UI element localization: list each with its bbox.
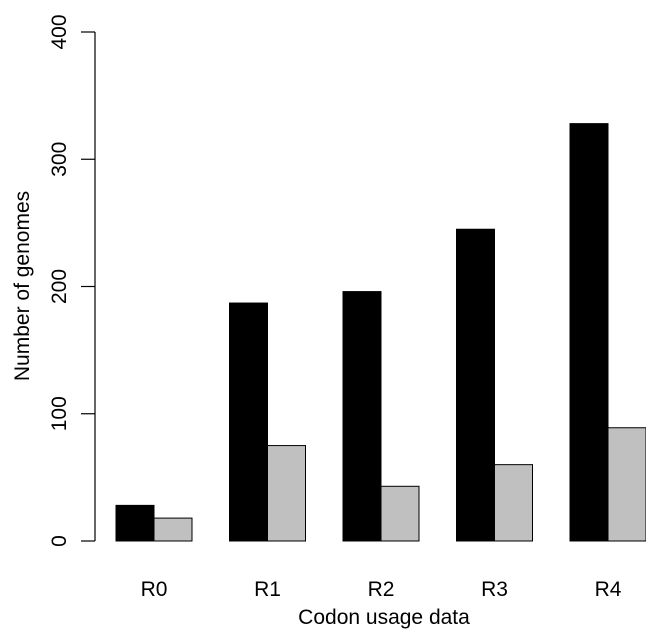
y-tick-label: 400 [48, 14, 71, 49]
bar-r2-series-2 [380, 485, 420, 542]
x-tick-label: R0 [141, 578, 168, 601]
y-tick-label: 200 [48, 269, 71, 304]
x-tick-label: R4 [595, 578, 622, 601]
x-tick-label: R3 [481, 578, 508, 601]
x-tick-label: R2 [368, 578, 395, 601]
bar-r4-series-1 [569, 123, 609, 542]
bar-r2-series-1 [342, 291, 382, 542]
bar-r4-series-2 [607, 427, 646, 542]
y-tick-label: 300 [48, 142, 71, 177]
bar-r1-series-2 [267, 445, 306, 542]
bar-r1-series-1 [229, 302, 268, 542]
bars [115, 123, 646, 542]
bar-r0-series-1 [115, 504, 155, 542]
y-tick-label: 100 [48, 396, 71, 431]
y-axis: 0 100 200 300 400 [48, 14, 96, 547]
y-tick-label: 0 [48, 535, 71, 547]
x-axis-title: Codon usage data [298, 606, 470, 629]
bar-r3-series-1 [456, 228, 495, 542]
x-tick-label: R1 [254, 578, 281, 601]
bar-r3-series-2 [494, 464, 533, 542]
y-axis-title: Number of genomes [11, 191, 34, 381]
x-axis-labels: R0 R1 R2 R3 R4 [141, 578, 622, 601]
bar-r0-series-2 [153, 517, 193, 542]
